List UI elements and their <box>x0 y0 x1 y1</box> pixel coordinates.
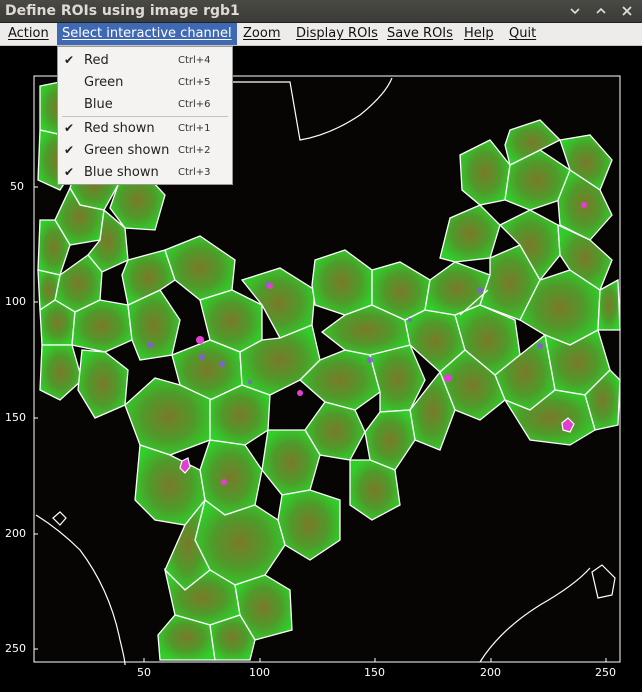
x-tick-label: 200 <box>480 666 501 679</box>
menu-action[interactable]: Action <box>8 26 49 41</box>
menu-zoom[interactable]: Zoom <box>243 26 281 41</box>
close-icon[interactable] <box>618 3 636 19</box>
checkmark-icon: ✔ <box>64 121 75 135</box>
menu-item-blue[interactable]: Blue Ctrl+6 <box>84 97 211 112</box>
y-tick-label: 200 <box>5 527 26 540</box>
x-tick-label: 50 <box>137 666 151 679</box>
maximize-icon[interactable] <box>592 3 610 19</box>
menu-item-red[interactable]: ✔ Red Ctrl+4 <box>64 53 211 68</box>
y-tick-label: 150 <box>5 411 26 424</box>
menu-select-interactive-channel[interactable]: Select interactive channel <box>57 23 237 45</box>
magenta-spots <box>196 202 587 485</box>
window-title: Define ROIs using image rgb1 <box>5 3 240 19</box>
minimize-icon[interactable] <box>566 3 584 19</box>
menu-display-rois[interactable]: Display ROIs <box>296 26 378 41</box>
menu-help[interactable]: Help <box>464 26 494 41</box>
window-titlebar: Define ROIs using image rgb1 <box>0 0 642 23</box>
x-tick-label: 250 <box>595 666 616 679</box>
roi-outlines <box>35 77 616 666</box>
menu-quit[interactable]: Quit <box>509 26 537 41</box>
y-tick-label: 250 <box>5 642 26 655</box>
checkmark-icon: ✔ <box>64 165 75 179</box>
menu-item-blue-shown[interactable]: ✔ Blue shown Ctrl+3 <box>64 165 211 180</box>
x-tick-label: 100 <box>249 666 270 679</box>
channel-dropdown-menu: ✔ Red Ctrl+4 Green Ctrl+5 Blue Ctrl+6 ✔ … <box>57 46 233 185</box>
image-plot-area[interactable]: 50 100 150 200 250 50 100 150 200 250 <box>0 46 642 692</box>
menubar: Action Select interactive channel Zoom D… <box>0 23 642 46</box>
checkmark-icon: ✔ <box>64 143 75 157</box>
menu-save-rois[interactable]: Save ROIs <box>387 26 453 41</box>
menu-item-green[interactable]: Green Ctrl+5 <box>84 75 211 90</box>
y-tick-label: 100 <box>5 295 26 308</box>
menu-separator <box>62 116 228 117</box>
checkmark-icon: ✔ <box>64 53 75 67</box>
menu-item-green-shown[interactable]: ✔ Green shown Ctrl+2 <box>64 143 211 158</box>
x-tick-label: 150 <box>364 666 385 679</box>
menu-item-red-shown[interactable]: ✔ Red shown Ctrl+1 <box>64 121 211 136</box>
tissue-cluster <box>37 79 621 661</box>
y-tick-label: 50 <box>10 180 24 193</box>
